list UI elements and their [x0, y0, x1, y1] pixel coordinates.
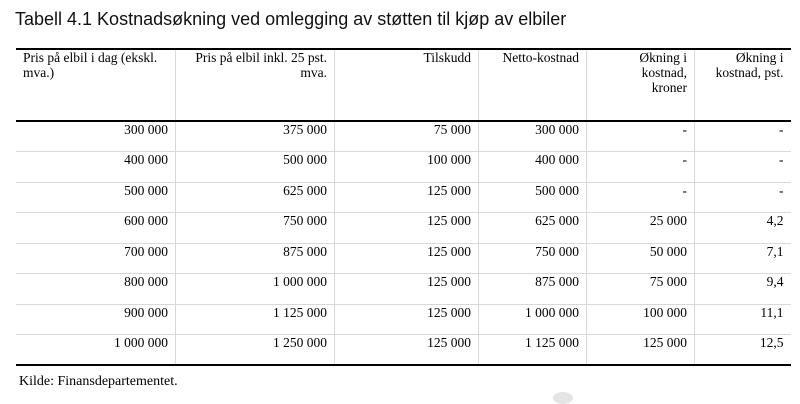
- table-cell: 9,4: [694, 273, 791, 304]
- table-cell: 125 000: [334, 334, 479, 366]
- table-cell: 400 000: [478, 151, 587, 182]
- table-cell: 500 000: [478, 181, 587, 213]
- table-cell: 500 000: [175, 151, 335, 182]
- column-header: Tilskudd: [334, 48, 479, 122]
- table-row: 500 000 625 000 125 000 500 000 - -: [16, 181, 791, 213]
- header-row: Pris på elbil i dag (ekskl. mva.) Pris p…: [16, 48, 791, 122]
- table-cell: 750 000: [478, 242, 587, 274]
- table-cell: 875 000: [175, 242, 335, 274]
- table-cell: 100 000: [334, 151, 479, 182]
- table-cell: -: [586, 121, 695, 152]
- column-header: Pris på elbil i dag (ekskl. mva.): [16, 48, 176, 122]
- table-cell: 100 000: [586, 303, 695, 335]
- table-cell: 625 000: [478, 212, 587, 243]
- table-cell: 800 000: [16, 273, 176, 304]
- table-cell: 1 125 000: [175, 303, 335, 335]
- table-cell: 11,1: [694, 303, 791, 335]
- table-cell: 75 000: [586, 273, 695, 304]
- table-cell: 125 000: [334, 303, 479, 335]
- table-cell: 1 250 000: [175, 334, 335, 366]
- table-cell: 125 000: [334, 273, 479, 304]
- table-cell: 900 000: [16, 303, 176, 335]
- table-cell: 375 000: [175, 121, 335, 152]
- decorative-spot: [553, 392, 573, 404]
- table-cell: 125 000: [334, 212, 479, 243]
- table-cell: 1 000 000: [478, 303, 587, 335]
- table-cell: 300 000: [478, 121, 587, 152]
- table-cell: 12,5: [694, 334, 791, 366]
- table-cell: 50 000: [586, 242, 695, 274]
- table-cell: 750 000: [175, 212, 335, 243]
- table-row: 800 000 1 000 000 125 000 875 000 75 000…: [16, 273, 791, 304]
- table-cell: 300 000: [124, 122, 168, 137]
- table-row: 900 000 1 125 000 125 000 1 000 000 100 …: [16, 303, 791, 335]
- table-row: 700 000 875 000 125 000 750 000 50 000 7…: [16, 242, 791, 274]
- table-cell: 125 000: [586, 334, 695, 366]
- table-row: 600 000 750 000 125 000 625 000 25 000 4…: [16, 212, 791, 243]
- table-cell: 400 000: [16, 151, 176, 182]
- table-cell: 25 000: [586, 212, 695, 243]
- column-header: Pris på elbil inkl. 25 pst. mva.: [175, 48, 335, 122]
- source-note: Kilde: Finansdepartementet.: [19, 374, 178, 389]
- column-header: Økning i kostnad, kroner: [586, 48, 695, 122]
- table-cell: 875 000: [478, 273, 587, 304]
- table-cell: 7,1: [694, 242, 791, 274]
- table-cell: 500 000: [16, 181, 176, 213]
- column-header: Netto-kostnad: [478, 48, 587, 122]
- table-cell: 700 000: [16, 242, 176, 274]
- table-row: 300 000 375 000 75 000 300 000 - -: [16, 121, 791, 152]
- table-cell: -: [694, 121, 791, 152]
- table-cell: -: [586, 151, 695, 182]
- table-cell: -: [586, 181, 695, 213]
- table-cell: 600 000: [16, 212, 176, 243]
- table-cell: 125 000: [334, 242, 479, 274]
- table-cell: -: [694, 151, 791, 182]
- table-cell: 4,2: [694, 212, 791, 243]
- table-cell: -: [694, 181, 791, 213]
- table-cell: 625 000: [175, 181, 335, 213]
- table-cell: 1 000 000: [16, 334, 176, 366]
- table-cell: 75 000: [334, 121, 479, 152]
- table-cell: 1 125 000: [478, 334, 587, 366]
- table-cell: 1 000 000: [175, 273, 335, 304]
- cost-table: Pris på elbil i dag (ekskl. mva.) Pris p…: [16, 48, 791, 366]
- table-title: Tabell 4.1 Kostnadsøkning ved omlegging …: [15, 9, 567, 29]
- table-cell: 125 000: [334, 181, 479, 213]
- table-row: 400 000 500 000 100 000 400 000 - -: [16, 151, 791, 182]
- table-row: 1 000 000 1 250 000 125 000 1 125 000 12…: [16, 334, 791, 366]
- column-header: Økning i kostnad, pst.: [694, 48, 791, 122]
